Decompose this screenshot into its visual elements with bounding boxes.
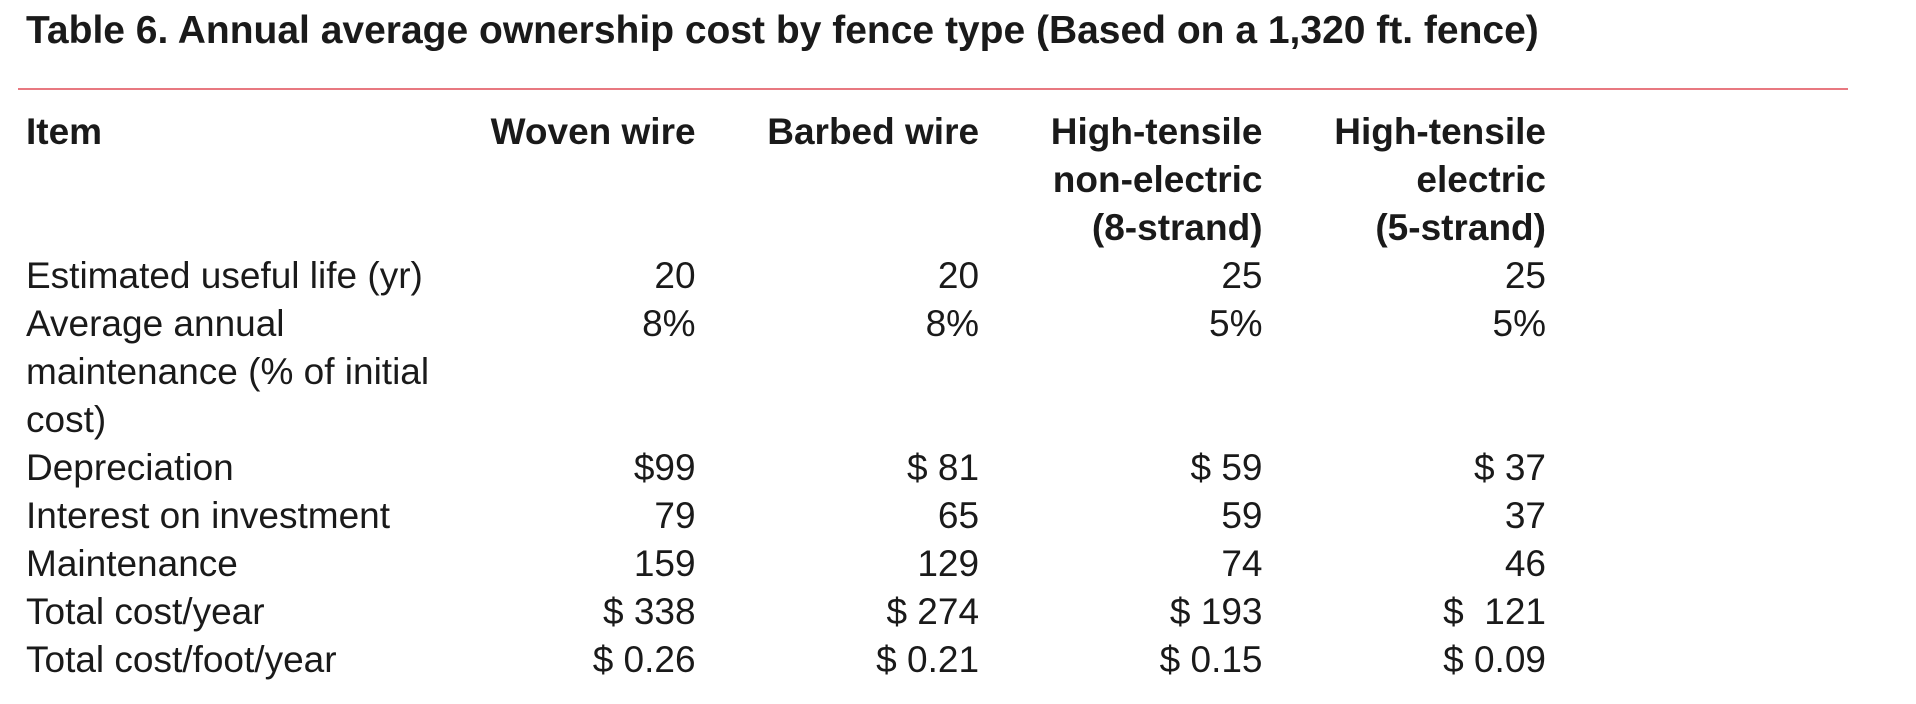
table-cell: $ 37 — [1473, 447, 1546, 488]
table-cell: $99 — [633, 447, 696, 488]
table-cell: $ 0.26 — [592, 639, 696, 680]
table-row: Interest on investment 79 65 59 37 — [26, 492, 1546, 540]
table-cell: $ 0.09 — [1443, 639, 1546, 680]
table-cell: 79 — [654, 495, 696, 536]
table-header-row: Item Woven wire Barbed wire High-tensile… — [26, 108, 1546, 252]
header-woven-wire: Woven wire — [490, 111, 696, 152]
table-cell: 59 — [1221, 495, 1263, 536]
table-row: Average annual maintenance (% of initial… — [26, 300, 1546, 444]
table-cell: 159 — [633, 543, 696, 584]
row-label: Depreciation — [26, 447, 234, 488]
header-high-tensile-electric: High-tensile electric (5-strand) — [1334, 111, 1546, 248]
table-cell: $ 193 — [1169, 591, 1263, 632]
table-cell: $ 0.21 — [876, 639, 980, 680]
table-cell: 65 — [937, 495, 980, 536]
table-cell: 20 — [937, 255, 980, 296]
table-row: Depreciation $99 $ 81 $ 59 $ 37 — [26, 444, 1546, 492]
table-cell: 46 — [1504, 543, 1546, 584]
header-item: Item — [26, 111, 103, 152]
row-label: Interest on investment — [26, 495, 391, 536]
table-cell: 129 — [917, 543, 980, 584]
header-high-tensile-non-electric: High-tensile non-electric (8-strand) — [1050, 111, 1263, 248]
table-cell: $ 121 — [1443, 591, 1546, 632]
table-cell: $ 0.15 — [1159, 639, 1263, 680]
table-row: Maintenance 159 129 74 46 — [26, 540, 1546, 588]
table-cell: 5% — [1209, 303, 1263, 344]
table-cell: $ 81 — [907, 447, 980, 488]
row-label: Average annual maintenance (% of initial… — [26, 303, 430, 440]
table-cell: 25 — [1504, 255, 1546, 296]
table-cell: 8% — [642, 303, 696, 344]
row-label: Estimated useful life (yr) — [26, 255, 423, 296]
table-title: Table 6. Annual average ownership cost b… — [26, 9, 1539, 52]
table-cell: 74 — [1221, 543, 1263, 584]
table-cell: $ 59 — [1190, 447, 1263, 488]
row-label: Total cost/year — [26, 591, 265, 632]
header-barbed-wire: Barbed wire — [767, 111, 980, 152]
table-row: Total cost/foot/year $ 0.26 $ 0.21 $ 0.1… — [26, 636, 1546, 684]
title-divider — [18, 88, 1848, 90]
row-label: Total cost/foot/year — [26, 639, 337, 680]
table-cell: 37 — [1504, 495, 1546, 536]
row-label: Maintenance — [26, 543, 238, 584]
table-row: Estimated useful life (yr) 20 20 25 25 — [26, 252, 1546, 300]
table-cell: 8% — [925, 303, 980, 344]
cost-table: Item Woven wire Barbed wire High-tensile… — [26, 108, 1546, 684]
table-cell: 20 — [654, 255, 696, 296]
table-cell: 5% — [1492, 303, 1546, 344]
table-cell: $ 338 — [602, 591, 696, 632]
table-cell: 25 — [1221, 255, 1263, 296]
table-row: Total cost/year $ 338 $ 274 $ 193 $ 121 — [26, 588, 1546, 636]
table-cell: $ 274 — [886, 591, 980, 632]
